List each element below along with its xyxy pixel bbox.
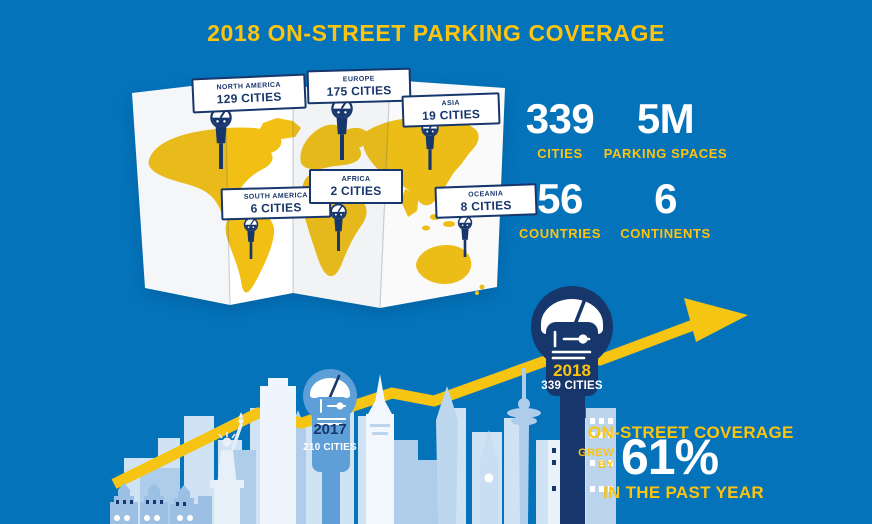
parking-meter-2017 [303, 369, 357, 524]
stat-value: 56 [537, 175, 583, 222]
continent-europe [300, 124, 370, 170]
stat-value: 6 [654, 175, 677, 222]
statue-of-liberty [210, 412, 244, 524]
stat-label: CONTINENTS [620, 226, 711, 241]
stat-cities: 339 CITIES [505, 95, 615, 162]
stat-label: PARKING SPACES [603, 146, 728, 161]
growth-percent: 61% [621, 429, 719, 485]
stat-label: COUNTRIES [519, 226, 601, 241]
parking-meter-pin-europe [330, 97, 354, 160]
meter-2018-cities: 339 CITIES [541, 380, 603, 392]
continent-australia [416, 245, 472, 284]
meter-2017-year: 2017 [313, 421, 347, 438]
stat-parking-spaces: 5M PARKING SPACES [598, 95, 733, 162]
growth-by: BY [597, 459, 614, 471]
continent-north-america [148, 127, 282, 219]
region-label-europe: EUROPE 175 CITIES [306, 67, 412, 105]
stat-continents: 6 CONTINENTS [598, 175, 733, 242]
gabled-houses [110, 483, 212, 524]
region-cities: 2 CITIES [330, 184, 382, 198]
continent-india [401, 189, 419, 217]
obelisk-tower [436, 386, 458, 524]
continent-asia [362, 116, 479, 206]
region-cities: 19 CITIES [421, 106, 481, 123]
city-skyline-illustration [110, 298, 748, 524]
page-title: 2018 ON-STREET PARKING COVERAGE [207, 20, 665, 46]
region-label-asia: ASIA 19 CITIES [401, 92, 501, 128]
parking-meter-pin-south-america [243, 217, 259, 259]
region-name: AFRICA [341, 176, 371, 183]
growth-headline: ON-STREET COVERAGE [588, 423, 794, 442]
meter-2018-year: 2018 [553, 361, 591, 380]
church-tower [480, 430, 498, 524]
chrysler-building [366, 374, 394, 524]
stat-value: 339 [525, 95, 595, 142]
region-label-africa: AFRICA 2 CITIES [309, 169, 403, 204]
skyline-front-layer [110, 368, 616, 524]
parking-meter-pin-oceania [457, 215, 473, 257]
growth-grew: GREW [578, 447, 614, 459]
growth-grew-by: GREW BY [556, 447, 614, 471]
parking-meter-pin-north-america [209, 106, 233, 169]
region-label-north-america: NORTH AMERICA 129 CITIES [191, 73, 307, 114]
tv-tower [507, 368, 541, 524]
growth-tail: IN THE PAST YEAR [603, 483, 764, 502]
stat-value: 5M [636, 95, 695, 142]
parking-meter-2018 [531, 286, 613, 524]
stat-label: CITIES [537, 146, 583, 161]
stat-countries: 56 COUNTRIES [505, 175, 615, 242]
meter-2017-cities: 210 CITIES [303, 442, 357, 453]
region-cities: 175 CITIES [326, 82, 392, 99]
